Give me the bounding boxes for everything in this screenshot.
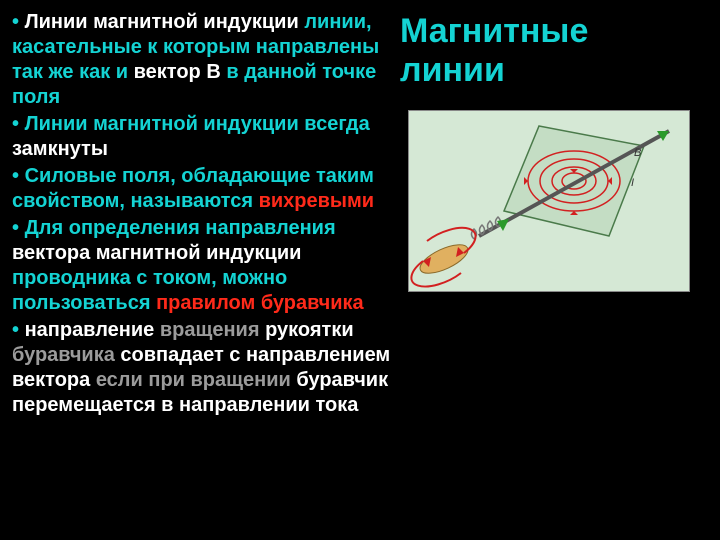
body-text-block: • Линии магнитной индукции линии, касате… xyxy=(12,10,392,420)
bullet-2: • Силовые поля, обладающие таким свойств… xyxy=(12,164,392,214)
bullet-0-seg-3: вектор В xyxy=(134,61,221,83)
gimlet-rule-diagram: B I xyxy=(408,110,690,292)
bullet-2-seg-0: • xyxy=(12,165,25,187)
bullet-4-seg-3: рукоятки xyxy=(265,319,354,341)
bullet-3-seg-1: Для определения направления xyxy=(25,217,336,239)
bullet-4-seg-1: направление xyxy=(25,319,155,341)
slide-root: Магнитные линии • Линии магнитной индукц… xyxy=(0,0,720,540)
bullet-0-seg-1: Линии магнитной индукции xyxy=(25,11,299,33)
label-B: B xyxy=(634,147,641,159)
bullet-1-seg-2: замкнуты xyxy=(12,138,108,160)
bullet-3: • Для определения направления вектора ма… xyxy=(12,216,392,316)
bullet-1: • Линии магнитной индукции всегда замкну… xyxy=(12,112,392,162)
bullet-1-seg-1: Линии магнитной индукции всегда xyxy=(25,113,370,135)
slide-title: Магнитные линии xyxy=(400,12,660,90)
bullet-2-seg-2: вихревыми xyxy=(259,190,375,212)
bullet-3-seg-2: вектора магнитной индукции xyxy=(12,242,301,264)
title-line-2: линии xyxy=(400,51,660,90)
bullet-4-seg-4: буравчика xyxy=(12,344,120,366)
label-I: I xyxy=(631,177,634,189)
bullet-0-seg-0: • xyxy=(12,11,25,33)
bullet-4: • направление вращения рукоятки буравчик… xyxy=(12,318,392,418)
bullet-4-seg-6: если при вращении xyxy=(90,369,296,391)
bullet-3-seg-0: • xyxy=(12,217,25,239)
bullet-4-seg-2: вращения xyxy=(154,319,265,341)
bullet-4-seg-0: • xyxy=(12,319,25,341)
bullet-0: • Линии магнитной индукции линии, касате… xyxy=(12,10,392,110)
bullet-1-seg-0: • xyxy=(12,113,25,135)
bullet-3-seg-4: правилом буравчика xyxy=(156,292,364,314)
title-line-1: Магнитные xyxy=(400,12,660,51)
diagram-svg: B I xyxy=(409,111,689,291)
